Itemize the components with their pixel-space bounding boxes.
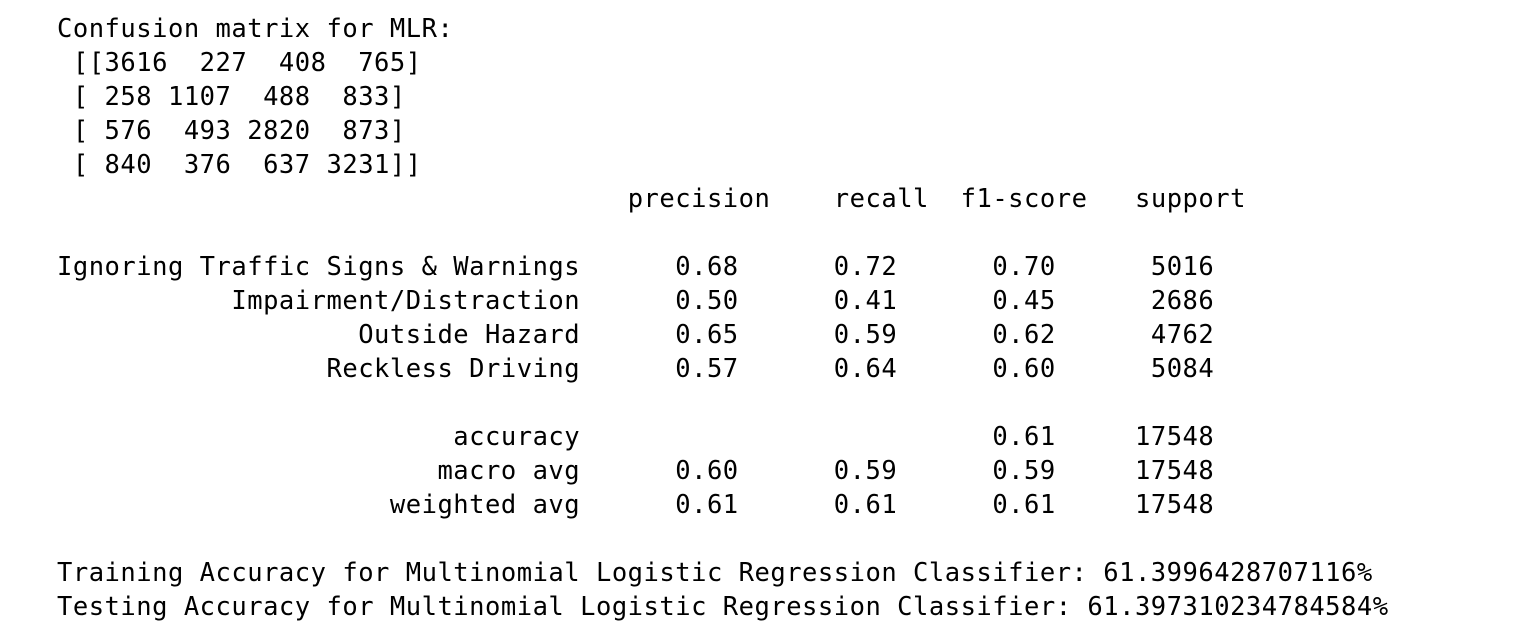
support-value: 17548 — [1055, 422, 1215, 452]
recall-value: 0.41 — [738, 286, 898, 316]
confusion-matrix-row: [ 840 376 637 3231]] — [57, 150, 422, 180]
precision-value: 0.61 — [580, 490, 739, 520]
report-class-row: Outside Hazard 0.65 0.59 0.62 4762 — [57, 318, 1389, 352]
support-value: 5016 — [1055, 252, 1215, 282]
f1-value: 0.61 — [897, 490, 1056, 520]
summary-label: accuracy — [57, 422, 581, 452]
recall-value: 0.59 — [738, 456, 898, 486]
notebook-cell-output: Confusion matrix for MLR: [[3616 227 408… — [57, 12, 1389, 624]
training-accuracy-line: Training Accuracy for Multinomial Logist… — [57, 558, 1373, 588]
support-value: 17548 — [1055, 456, 1215, 486]
precision-value — [580, 422, 739, 452]
class-label: Reckless Driving — [57, 354, 581, 384]
support-value: 17548 — [1055, 490, 1215, 520]
f1-value: 0.59 — [897, 456, 1056, 486]
report-summary-row: macro avg 0.60 0.59 0.59 17548 — [57, 454, 1389, 488]
support-value: 2686 — [1055, 286, 1215, 316]
blank-line — [57, 386, 1389, 420]
recall-value: 0.61 — [738, 490, 898, 520]
class-label: Outside Hazard — [57, 320, 581, 350]
class-label: Ignoring Traffic Signs & Warnings — [57, 252, 581, 282]
f1-value: 0.61 — [897, 422, 1056, 452]
confusion-matrix-row: [ 576 493 2820 873] — [57, 116, 406, 146]
report-class-row: Impairment/Distraction 0.50 0.41 0.45 26… — [57, 284, 1389, 318]
report-class-row: Ignoring Traffic Signs & Warnings 0.68 0… — [57, 250, 1389, 284]
f1-value: 0.45 — [897, 286, 1056, 316]
f1-value: 0.70 — [897, 252, 1056, 282]
report-header-row: precision recall f1-score support — [57, 182, 1389, 216]
support-value: 5084 — [1055, 354, 1215, 384]
summary-label: macro avg — [57, 456, 581, 486]
f1-value: 0.62 — [897, 320, 1056, 350]
recall-value: 0.72 — [738, 252, 898, 282]
precision-value: 0.60 — [580, 456, 739, 486]
report-summary-row: accuracy 0.61 17548 — [57, 420, 1389, 454]
report-class-row: Reckless Driving 0.57 0.64 0.60 5084 — [57, 352, 1389, 386]
precision-value: 0.65 — [580, 320, 739, 350]
header-f1-score: f1-score — [928, 184, 1088, 214]
header-precision: precision — [580, 184, 771, 214]
precision-value: 0.50 — [580, 286, 739, 316]
report-header-pad — [57, 184, 580, 214]
recall-value — [739, 422, 898, 452]
recall-value: 0.59 — [738, 320, 898, 350]
report-summary-row: weighted avg 0.61 0.61 0.61 17548 — [57, 488, 1389, 522]
blank-line — [57, 522, 1389, 556]
precision-value: 0.57 — [580, 354, 739, 384]
blank-line — [57, 216, 1389, 250]
testing-accuracy-line: Testing Accuracy for Multinomial Logisti… — [57, 592, 1389, 622]
header-support: support — [1087, 184, 1246, 214]
recall-value: 0.64 — [738, 354, 898, 384]
support-value: 4762 — [1055, 320, 1215, 350]
confusion-matrix-title: Confusion matrix for MLR: — [57, 14, 454, 44]
header-recall: recall — [770, 184, 929, 214]
confusion-matrix-row: [[3616 227 408 765] — [57, 48, 422, 78]
summary-label: weighted avg — [57, 490, 581, 520]
class-label: Impairment/Distraction — [57, 286, 581, 316]
precision-value: 0.68 — [580, 252, 739, 282]
confusion-matrix-row: [ 258 1107 488 833] — [57, 82, 406, 112]
f1-value: 0.60 — [897, 354, 1056, 384]
